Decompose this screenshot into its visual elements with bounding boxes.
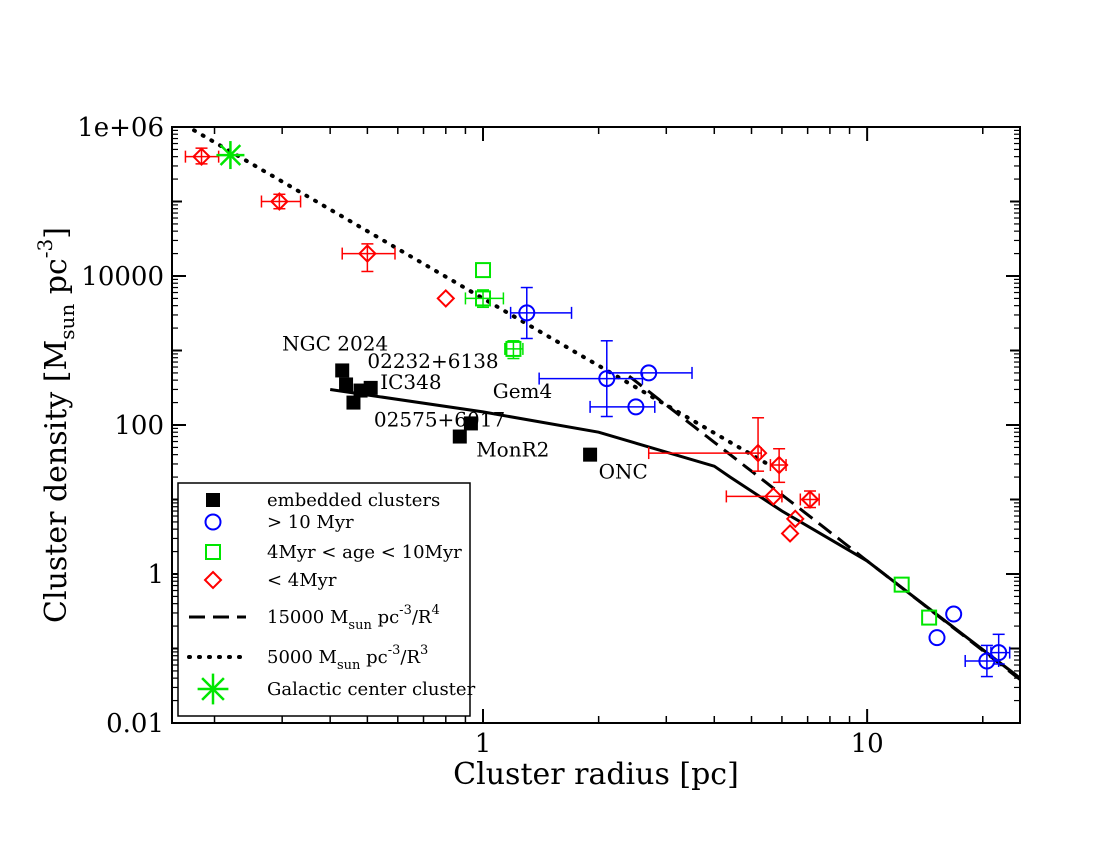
legend-label: 4Myr < age < 10Myr: [267, 542, 462, 563]
legend-marker: [204, 513, 222, 531]
data-point: [463, 416, 478, 431]
cluster-label: ONC: [599, 460, 648, 484]
data-point: [346, 395, 361, 410]
data-point: [640, 364, 658, 382]
y-tick-label: 1: [147, 560, 164, 590]
data-point: [475, 262, 492, 279]
data-point: [269, 192, 289, 211]
data-point: [583, 447, 598, 462]
data-point: [627, 398, 645, 416]
data-point: [748, 443, 768, 463]
y-axis-label: Cluster density [Msun pc-3]: [33, 227, 79, 623]
data-point: [335, 363, 350, 378]
legend-label: < 4Myr: [267, 570, 337, 591]
legend-marker: [197, 673, 229, 705]
data-point: [475, 290, 492, 307]
legend-label: 5000 Msun pc-3/R3: [267, 643, 428, 673]
data-point: [339, 377, 354, 392]
data-point: [518, 304, 536, 322]
plot-frame: [171, 126, 1021, 724]
cluster-label: IC348: [380, 370, 441, 394]
solid-line: [329, 388, 1020, 680]
data-point: [921, 609, 938, 626]
tick-labels: 1 10 0.01 1 100 10000 1e+06: [77, 113, 884, 759]
data-point: [452, 429, 467, 444]
legend-marker: [205, 544, 221, 560]
y-tick-label: 0.01: [106, 709, 164, 739]
x-axis-label: Cluster radius [pc]: [453, 757, 739, 792]
legend-label: > 10 Myr: [267, 512, 354, 533]
y-tick-label: 1e+06: [77, 113, 164, 143]
cluster-label: MonR2: [476, 437, 549, 461]
data-points: [184, 141, 1011, 678]
data-point: [780, 524, 800, 543]
data-point: [945, 605, 963, 623]
model-lines: [184, 127, 1020, 681]
data-point: [357, 244, 377, 263]
x-tick-label: 1: [475, 729, 492, 759]
data-point: [769, 455, 789, 475]
y-tick-label: 100: [114, 411, 164, 441]
data-point: [800, 490, 820, 509]
legend-marker: [206, 493, 220, 507]
data-point: [893, 576, 910, 593]
cluster-label: NGC 2024: [282, 332, 388, 356]
data-point: [436, 289, 456, 308]
data-point: [216, 141, 245, 170]
data-point: [505, 340, 522, 357]
data-point: [978, 652, 996, 670]
x-tick-label: 10: [851, 729, 884, 759]
data-point: [763, 487, 783, 506]
legend-label: 15000 Msun pc-3/R4: [267, 603, 440, 633]
cluster-label: Gem4: [493, 379, 553, 403]
cluster-label: 02232+6138: [367, 349, 498, 373]
asterisk-stroke: [219, 144, 242, 166]
cluster-label: 02575+6017: [374, 408, 505, 432]
legend-label: Galactic center cluster: [267, 679, 476, 700]
data-point: [363, 380, 378, 395]
data-point: [192, 147, 211, 167]
legend: embedded clusters> 10 Myr 4Myr < age < 10…: [177, 482, 476, 717]
y-tick-label: 10000: [81, 262, 164, 292]
data-point: [990, 644, 1008, 662]
dotted-line: [184, 127, 773, 468]
legend-label: embedded clusters: [267, 490, 440, 511]
asterisk-stroke: [201, 677, 225, 701]
legend-marker: [203, 570, 223, 590]
legend-box: [177, 482, 471, 717]
data-point: [928, 629, 946, 647]
data-point: [785, 509, 805, 529]
